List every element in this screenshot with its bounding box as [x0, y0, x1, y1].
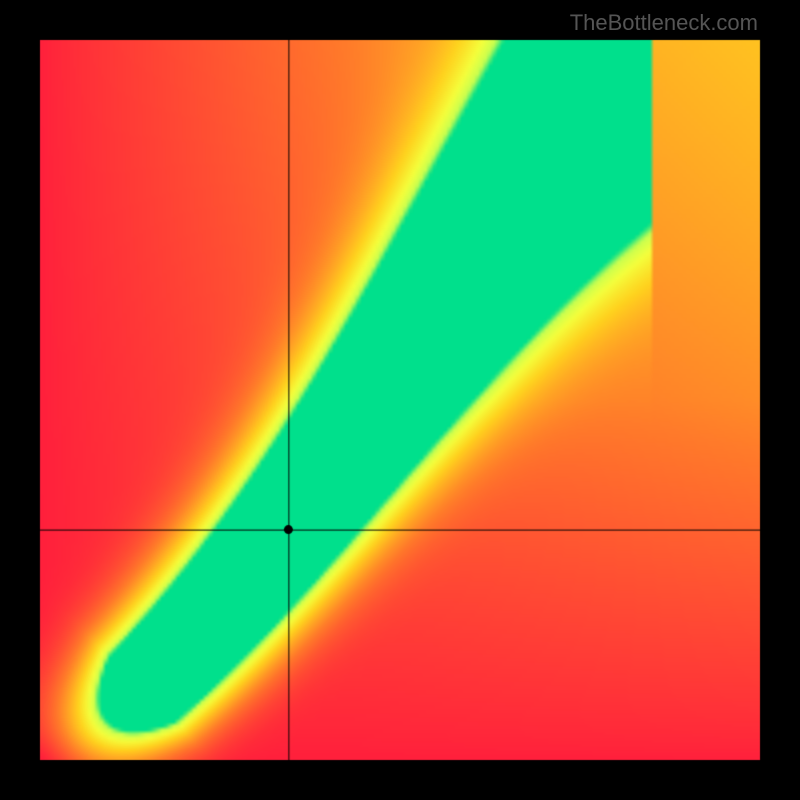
heatmap-plot — [0, 0, 800, 800]
watermark-text: TheBottleneck.com — [570, 10, 758, 36]
chart-container: TheBottleneck.com — [0, 0, 800, 800]
